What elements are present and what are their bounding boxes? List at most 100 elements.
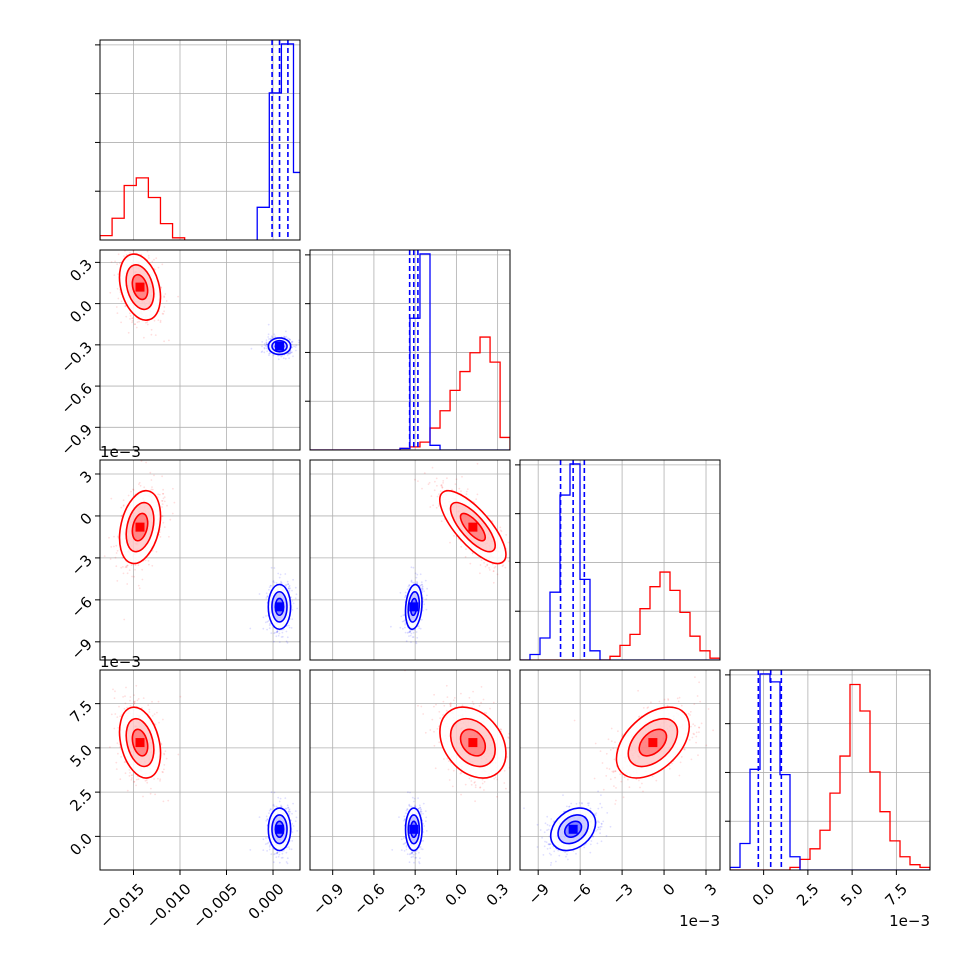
scatter-point (435, 477, 438, 480)
scatter-point (627, 778, 629, 781)
scatter-point (410, 579, 413, 582)
scatter-point (273, 805, 276, 808)
scatter-point (512, 768, 514, 770)
scatter-point (280, 636, 283, 638)
scatter-point (423, 472, 426, 474)
scatter-point (159, 536, 162, 538)
scatter-point (408, 861, 411, 864)
scatter-point (474, 781, 476, 783)
scatter-point (446, 757, 449, 760)
scatter-point (445, 684, 448, 687)
scatter-point (157, 493, 160, 496)
scatter-point (418, 804, 421, 807)
scatter-point (127, 331, 130, 334)
scatter-point (513, 757, 515, 759)
scatter-point (153, 474, 155, 477)
scatter-point (146, 781, 149, 784)
scatter-point (268, 627, 271, 630)
scatter-point (265, 347, 268, 350)
scatter-point (273, 632, 276, 635)
scatter-point (115, 761, 118, 764)
scatter-point (129, 704, 132, 707)
scatter-point (610, 740, 613, 743)
scatter-point (489, 707, 491, 710)
scatter-point (414, 572, 417, 575)
scatter-point (421, 583, 423, 586)
scatter-point (403, 815, 406, 818)
scatter-point (288, 814, 291, 817)
scatter-point (278, 576, 281, 579)
scatter-point (159, 778, 162, 781)
scatter-point (549, 864, 552, 866)
scatter-point (288, 357, 290, 360)
scatter-point (451, 488, 453, 491)
scatter-point (420, 581, 423, 584)
scatter-point (409, 630, 411, 633)
scatter-point (504, 566, 507, 569)
scatter-point (295, 344, 298, 347)
scatter-point (601, 762, 604, 764)
scatter-point (474, 800, 476, 803)
scatter-point (289, 338, 291, 341)
scatter-point (460, 793, 462, 796)
scatter-point (124, 305, 127, 308)
scatter-point (280, 355, 283, 358)
scatter-point (151, 715, 154, 717)
scatter-point (124, 702, 127, 705)
scatter-point (286, 804, 289, 807)
scatter-point (400, 838, 403, 841)
scatter-point (564, 851, 566, 854)
scatter-point (295, 593, 298, 596)
scatter-point (294, 346, 297, 348)
scatter-point (390, 625, 392, 628)
scatter-point (402, 627, 404, 630)
scatter-point (117, 253, 120, 256)
scatter-point (671, 762, 673, 765)
scatter-point (125, 253, 128, 256)
scatter-point (419, 810, 422, 813)
scatter-point (271, 336, 273, 339)
scatter-point (131, 777, 133, 779)
scatter-point (464, 556, 467, 558)
scatter-point (122, 499, 125, 502)
scatter-point (276, 630, 278, 633)
scatter-point (124, 695, 126, 698)
scatter-point (163, 526, 166, 528)
scatter-point (166, 504, 168, 507)
scatter-point (282, 628, 285, 631)
scatter-point (158, 493, 161, 496)
scatter-point (148, 563, 150, 566)
scatter-point (133, 702, 136, 705)
scatter-point (284, 573, 287, 575)
scatter-point (117, 752, 119, 755)
scatter-point (132, 488, 135, 491)
scatter-point (600, 806, 603, 809)
scatter-point (424, 820, 427, 823)
scatter-point (163, 764, 166, 766)
scatter-point (600, 825, 603, 828)
scatter-point (492, 581, 495, 584)
scatter-point (402, 837, 405, 839)
scatter-point (150, 787, 152, 790)
histogram-blue (520, 463, 720, 660)
panel-3-2 (519, 669, 721, 871)
scatter-point (117, 726, 120, 729)
scatter-point (135, 326, 138, 329)
scatter-point (282, 882, 284, 884)
scatter-point (129, 315, 132, 317)
scatter-point (418, 861, 420, 863)
scatter-point (689, 714, 691, 716)
scatter-point (110, 546, 113, 548)
scatter-point (281, 354, 284, 357)
scatter-point (605, 775, 608, 777)
scatter-point (261, 350, 264, 353)
scatter-point (146, 323, 149, 326)
scatter-point (511, 572, 513, 574)
scatter-point (411, 663, 413, 665)
scatter-point (411, 851, 414, 854)
scatter-point (482, 698, 485, 701)
scatter-point (419, 584, 421, 587)
scatter-point (284, 797, 287, 799)
scatter-point (137, 245, 139, 247)
scatter-point (291, 812, 293, 815)
